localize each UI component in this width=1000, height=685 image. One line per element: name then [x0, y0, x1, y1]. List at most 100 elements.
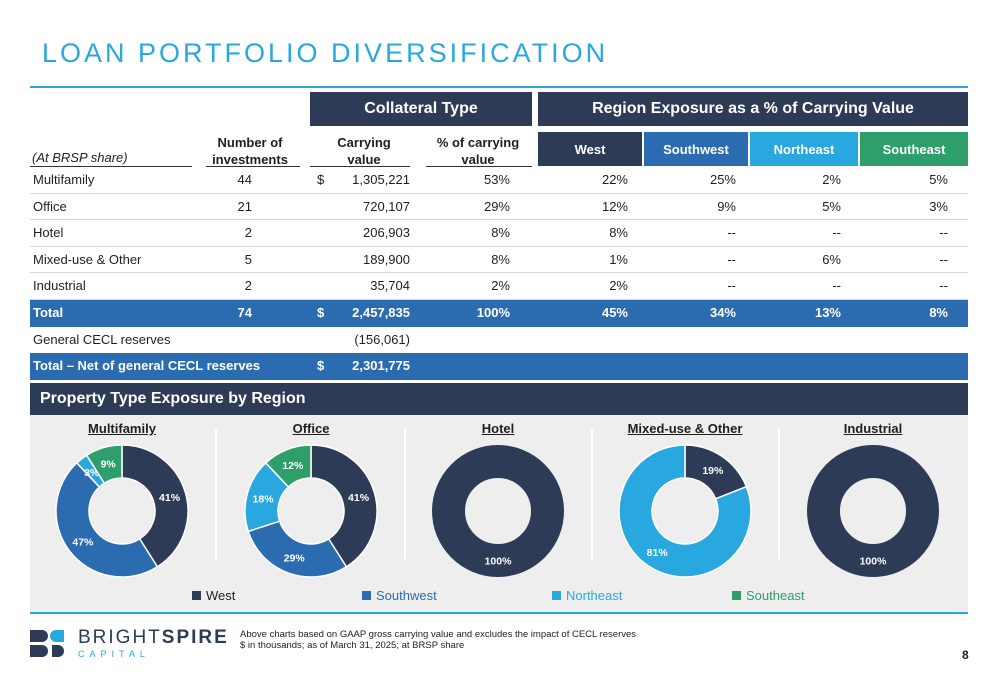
col-carrying-value: Carrying value	[318, 134, 410, 168]
cell-se: --	[939, 251, 948, 267]
title-divider	[30, 86, 968, 88]
donut-chart: 41% 29% 18% 12%	[244, 444, 378, 578]
header-rule	[426, 166, 532, 167]
col-pct-line1: % of carrying	[436, 135, 520, 150]
donut-chart: 19% 81%	[618, 444, 752, 578]
cell-ne: --	[832, 278, 841, 294]
cell-num: 74	[237, 305, 252, 320]
cell-sw: --	[727, 225, 736, 241]
col-number-of-investments: Number of investments	[200, 134, 300, 168]
donut-chart: 100%	[432, 445, 564, 577]
header-rule	[30, 166, 192, 167]
cell-w: 2%	[609, 278, 628, 294]
donut-slice	[432, 445, 564, 577]
cell-w: 45%	[601, 305, 628, 320]
legend-southeast: Southeast	[732, 588, 805, 603]
donut-slice	[121, 444, 189, 568]
cell-carry: 2,301,775	[352, 358, 410, 374]
col-number-line2: investments	[212, 152, 288, 167]
col-number-line1: Number of	[217, 135, 283, 150]
legend-swatch	[192, 591, 201, 600]
cell-carry: 35,704	[370, 278, 410, 294]
cell-dollar: $	[317, 305, 325, 320]
cell-pct: 8%	[491, 225, 510, 241]
cell-carry: (156,061)	[354, 331, 410, 347]
cell-ne: 6%	[822, 251, 841, 267]
donut-chart: 41%47%3%9%	[55, 444, 189, 578]
cell-w: 8%	[609, 225, 628, 241]
donut-value-label: 47%	[72, 536, 94, 548]
cell-pct: 100%	[476, 305, 510, 320]
cell-carry: 720,107	[363, 198, 410, 214]
logo-mark-icon	[30, 630, 64, 657]
legend-label: Southwest	[376, 588, 437, 603]
region-header-southeast: Southeast	[860, 132, 968, 166]
chart-separator	[404, 429, 406, 559]
cell-w: 12%	[601, 198, 628, 214]
region-header-southwest: Southwest	[644, 132, 748, 166]
donut-value-label: 100%	[485, 556, 513, 568]
legend-northeast: Northeast	[552, 588, 622, 603]
donut-slice	[55, 461, 159, 578]
cell-pct: 2%	[491, 278, 510, 294]
panel-divider	[30, 612, 968, 614]
cell-sw: --	[727, 251, 736, 267]
donut-title: Hotel	[481, 421, 515, 436]
col-carrying-line2: value	[347, 152, 381, 167]
donut-value-label: 9%	[101, 458, 117, 470]
property-section-title: Property Type Exposure by Region	[30, 383, 968, 415]
footnotes: Above charts based on GAAP gross carryin…	[240, 629, 636, 651]
logo-wordmark-bold: SPIRE	[161, 627, 229, 648]
table-row: Mixed-use & Other 5 189,900 8% 1% -- 6% --	[30, 247, 968, 274]
donut-title: Office	[292, 421, 330, 436]
cell-sw: --	[727, 278, 736, 294]
donut-value-label: 41%	[159, 492, 181, 504]
cell-se: --	[939, 278, 948, 294]
page-number: 8	[962, 648, 969, 662]
cell-carry: 1,305,221	[352, 172, 410, 187]
donut-slice	[618, 444, 752, 578]
table-row: Multifamily 44 $1,305,221 53% 22% 25% 2% 5%	[30, 167, 968, 194]
donut-slice	[264, 444, 312, 489]
legend-label: Northeast	[566, 588, 623, 603]
region-header-northeast: Northeast	[750, 132, 858, 166]
legend-southwest: Southwest	[362, 588, 437, 603]
donut-value-label: 29%	[284, 553, 306, 565]
cell-label: Office	[33, 198, 67, 214]
donut-value-label: 19%	[702, 465, 724, 477]
cell-dollar: $	[317, 172, 325, 187]
logo-subtitle: CAPITAL	[78, 649, 150, 659]
donut-chart: 100%	[807, 445, 939, 577]
col-pct-carrying: % of carrying value	[428, 134, 528, 168]
chart-separator	[778, 429, 780, 559]
page-title: LOAN PORTFOLIO DIVERSIFICATION	[42, 38, 609, 68]
region-header-west: West	[538, 132, 642, 166]
cell-sw: 25%	[709, 172, 736, 187]
cell-num: 21	[237, 198, 252, 214]
cell-label: Hotel	[33, 225, 64, 241]
table-row: Hotel 2 206,903 8% 8% -- -- --	[30, 220, 968, 247]
cell-dollar: $	[317, 358, 325, 374]
donut-title: Mixed-use & Other	[627, 421, 743, 436]
cell-label: General CECL reserves	[33, 331, 171, 347]
legend-label: Southeast	[746, 588, 805, 603]
legend-swatch	[732, 591, 741, 600]
collateral-type-header: Collateral Type	[310, 92, 532, 126]
cell-ne: 5%	[822, 198, 841, 214]
cell-carry: 2,457,835	[352, 305, 410, 320]
legend-west: West	[192, 588, 235, 603]
donut-value-label: 12%	[282, 460, 304, 472]
legend-label: West	[206, 588, 236, 603]
footnote-line: $ in thousands; as of March 31, 2025; at…	[240, 640, 465, 651]
property-donut-panel: Multifamily 41% 47% 3% 9% Office 41% 29% 18% 12% H…	[30, 415, 968, 612]
cell-label: Multifamily	[33, 172, 95, 187]
cell-pct: 53%	[483, 172, 510, 187]
col-carrying-line1: Carrying	[337, 135, 391, 150]
logo-wordmark-light: BRIGHT	[78, 627, 162, 648]
logo-wordmark: BRIGHTSPIRE	[78, 628, 229, 648]
donut-value-label: 18%	[253, 494, 275, 506]
table-row: Office 21 720,107 29% 12% 9% 5% 3%	[30, 194, 968, 221]
header-rule	[206, 166, 300, 167]
cell-pct: 8%	[491, 251, 510, 267]
header-rule	[310, 166, 410, 167]
